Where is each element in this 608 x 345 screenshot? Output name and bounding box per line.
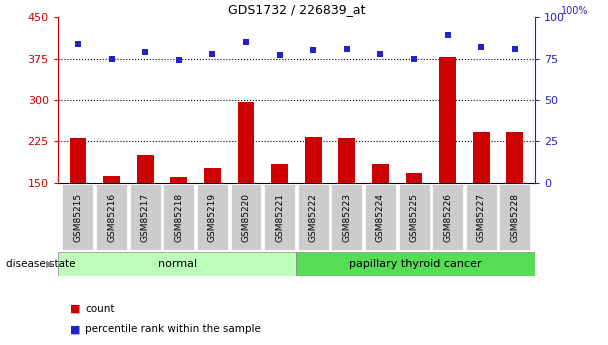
Text: percentile rank within the sample: percentile rank within the sample [85, 325, 261, 334]
Text: papillary thyroid cancer: papillary thyroid cancer [350, 259, 482, 269]
Bar [137, 155, 154, 266]
Bar [296, 252, 535, 276]
Text: count: count [85, 304, 115, 314]
Text: GSM85220: GSM85220 [241, 193, 250, 242]
Point [477, 44, 486, 50]
Text: GSM85215: GSM85215 [74, 193, 83, 242]
Bar [339, 138, 355, 266]
Point [207, 51, 217, 57]
Bar [230, 184, 261, 250]
Point [275, 52, 285, 58]
Text: 100%: 100% [561, 6, 589, 16]
Bar [63, 184, 94, 250]
Text: normal: normal [157, 259, 196, 269]
Text: GSM85225: GSM85225 [410, 193, 418, 242]
Bar [69, 138, 86, 266]
Text: GSM85224: GSM85224 [376, 193, 385, 242]
Point [342, 46, 351, 51]
Bar [506, 132, 523, 266]
Bar [499, 184, 530, 250]
Point [443, 33, 452, 38]
Text: GSM85217: GSM85217 [140, 193, 150, 242]
Text: GSM85226: GSM85226 [443, 193, 452, 242]
Text: disease state: disease state [6, 259, 79, 269]
Bar [406, 173, 423, 266]
Bar [238, 102, 254, 266]
Bar [264, 184, 295, 250]
Text: GSM85218: GSM85218 [174, 193, 183, 242]
Point [174, 58, 184, 63]
Bar [58, 252, 296, 276]
Text: GSM85216: GSM85216 [107, 193, 116, 242]
Bar [204, 168, 221, 266]
Point [106, 56, 116, 61]
Bar [130, 184, 161, 250]
Bar [170, 177, 187, 266]
Bar [466, 184, 497, 250]
Title: GDS1732 / 226839_at: GDS1732 / 226839_at [227, 3, 365, 16]
Bar [103, 176, 120, 266]
Point [308, 48, 318, 53]
Text: GSM85227: GSM85227 [477, 193, 486, 242]
Bar [164, 184, 194, 250]
Text: ■: ■ [70, 304, 80, 314]
Text: GSM85223: GSM85223 [342, 193, 351, 242]
Bar [305, 137, 322, 266]
Text: GSM85222: GSM85222 [309, 193, 318, 242]
Bar [298, 184, 329, 250]
Bar [399, 184, 429, 250]
Bar [197, 184, 228, 250]
Text: ■: ■ [70, 325, 80, 334]
Point [376, 51, 385, 57]
Point [241, 39, 251, 45]
Bar [432, 184, 463, 250]
Point [73, 41, 83, 47]
Text: ▶: ▶ [46, 259, 54, 269]
Bar [365, 184, 396, 250]
Text: GSM85228: GSM85228 [510, 193, 519, 242]
Bar [439, 57, 456, 266]
Point [409, 56, 419, 61]
Text: GSM85219: GSM85219 [208, 193, 217, 242]
Point [510, 46, 520, 51]
Bar [331, 184, 362, 250]
Point [140, 49, 150, 55]
Bar [96, 184, 127, 250]
Bar [473, 131, 489, 266]
Bar [271, 164, 288, 266]
Text: GSM85221: GSM85221 [275, 193, 284, 242]
Bar [372, 164, 389, 266]
